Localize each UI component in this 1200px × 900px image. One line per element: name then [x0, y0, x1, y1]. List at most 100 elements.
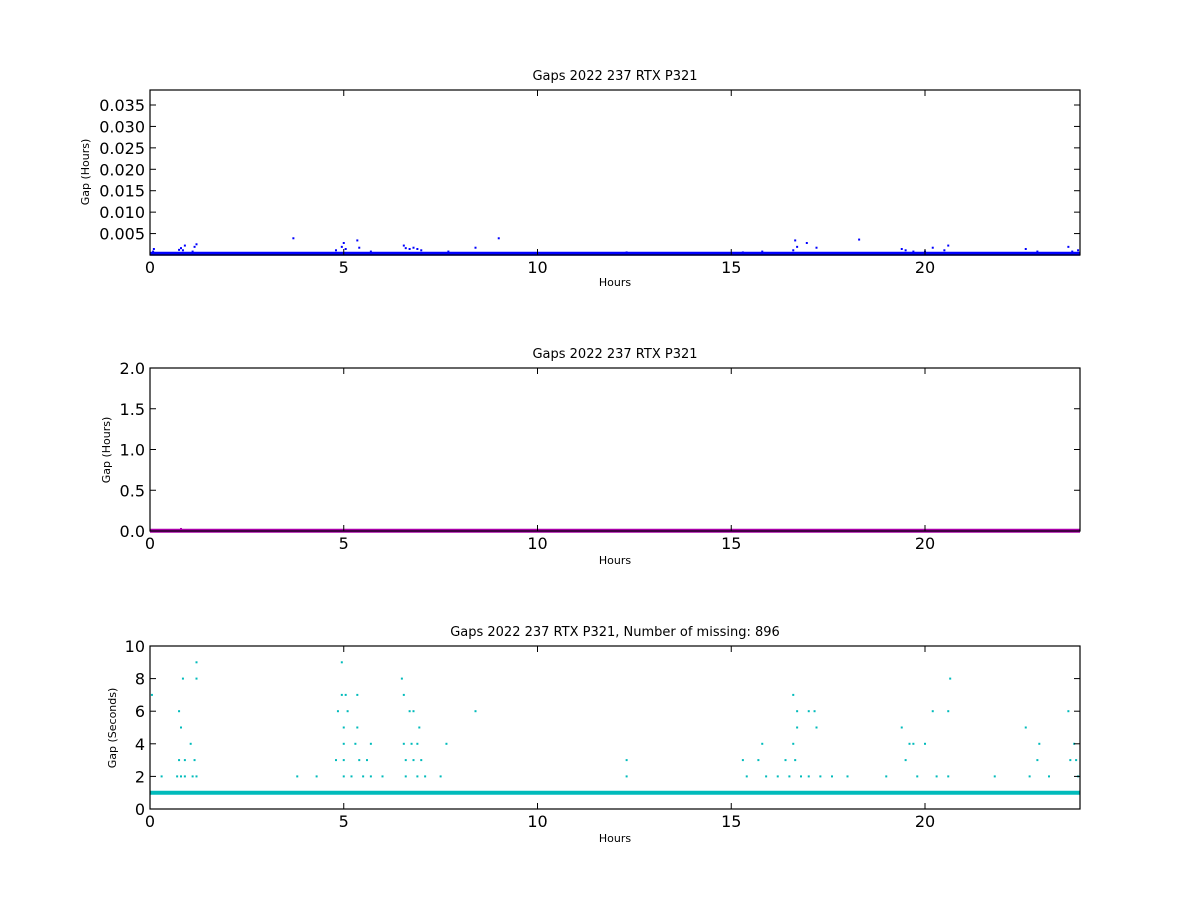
data-point — [402, 693, 405, 696]
y-tick-label: 0.5 — [120, 481, 145, 500]
y-tick-label: 0.030 — [99, 117, 145, 136]
plot-frame — [149, 89, 1081, 256]
x-tick-label: 0 — [145, 812, 155, 831]
data-point — [412, 759, 415, 762]
x-tick-label: 15 — [721, 812, 741, 831]
data-point — [497, 237, 500, 240]
data-point — [183, 244, 186, 247]
data-point — [369, 775, 372, 778]
data-point — [474, 246, 477, 249]
data-point — [336, 710, 339, 713]
data-point — [796, 710, 799, 713]
x-tick-label: 5 — [339, 534, 349, 553]
data-point — [420, 759, 423, 762]
data-point — [745, 775, 748, 778]
data-point — [358, 759, 361, 762]
data-point — [195, 661, 198, 664]
chart-title: Gaps 2022 237 RTX P321, Number of missin… — [450, 625, 780, 640]
data-point — [858, 238, 861, 241]
data-point — [815, 726, 818, 729]
data-point — [358, 246, 361, 249]
data-point — [1067, 245, 1070, 248]
data-point — [408, 248, 411, 250]
data-point — [792, 693, 795, 696]
data-point — [176, 775, 179, 778]
data-point — [193, 245, 196, 248]
data-point — [931, 246, 934, 249]
data-point — [404, 247, 407, 250]
data-point — [765, 775, 768, 778]
data-point — [416, 775, 419, 778]
data-point — [796, 245, 799, 248]
data-point — [180, 527, 182, 530]
x-axis-label: Hours — [599, 554, 631, 567]
data-point — [1036, 759, 1039, 762]
data-point — [625, 775, 628, 778]
data-point — [342, 775, 345, 778]
data-point — [193, 759, 196, 762]
data-point — [160, 775, 163, 778]
y-tick-label: 2.0 — [120, 359, 145, 378]
data-point — [181, 677, 184, 680]
data-point — [189, 742, 192, 745]
data-point — [178, 248, 181, 251]
y-tick-label: 0.010 — [99, 203, 145, 222]
data-point — [807, 775, 810, 778]
x-tick-label: 20 — [915, 534, 935, 553]
x-tick-label: 10 — [527, 534, 547, 553]
data-point — [342, 742, 345, 745]
data-point — [342, 242, 345, 244]
data-point — [412, 710, 415, 713]
data-point — [381, 775, 384, 778]
data-point — [761, 742, 764, 745]
data-point — [342, 759, 345, 762]
data-point — [150, 693, 153, 696]
data-point — [1071, 250, 1074, 253]
y-tick-label: 0.015 — [99, 182, 145, 201]
data-point — [625, 251, 628, 254]
data-point — [949, 677, 952, 680]
x-tick-label: 10 — [527, 258, 547, 277]
data-point — [344, 248, 347, 250]
x-tick-label: 0 — [145, 534, 155, 553]
x-tick-label: 0 — [145, 258, 155, 277]
data-point — [408, 710, 411, 713]
data-point — [178, 710, 181, 713]
data-point — [1036, 250, 1039, 253]
data-point — [400, 677, 403, 680]
data-point — [625, 759, 628, 762]
y-tick-label: 10 — [125, 637, 145, 656]
data-point — [935, 775, 938, 778]
data-point — [191, 775, 194, 778]
chart-bottom: Gaps 2022 237 RTX P321, Number of missin… — [106, 625, 1081, 845]
data-point — [350, 775, 353, 778]
data-point — [904, 759, 907, 762]
y-tick-label: 2 — [135, 767, 145, 786]
x-tick-label: 10 — [527, 812, 547, 831]
data-point — [315, 775, 318, 778]
chart-middle: Gaps 2022 237 RTX P321 Hours Gap (Hours)… — [100, 347, 1081, 567]
data-point — [342, 726, 345, 729]
data-point — [402, 742, 405, 745]
data-point — [788, 775, 791, 778]
data-point — [180, 247, 182, 250]
data-point — [340, 661, 343, 664]
x-tick-label: 15 — [721, 258, 741, 277]
data-point — [1069, 759, 1072, 762]
data-point — [796, 726, 799, 729]
y-axis-label: Gap (Hours) — [100, 417, 113, 484]
data-point — [439, 775, 442, 778]
y-tick-label: 0.025 — [99, 139, 145, 158]
data-point — [916, 775, 919, 778]
data-point — [195, 243, 198, 246]
data-point — [181, 249, 184, 252]
data-point — [346, 710, 349, 713]
data-point — [191, 250, 194, 253]
y-axis-label: Gap (Seconds) — [106, 688, 119, 769]
x-tick-label: 20 — [915, 258, 935, 277]
data-point — [412, 246, 415, 249]
data-point — [846, 775, 849, 778]
data-point — [885, 775, 888, 778]
data-point — [1048, 775, 1050, 778]
data-point — [296, 775, 299, 778]
